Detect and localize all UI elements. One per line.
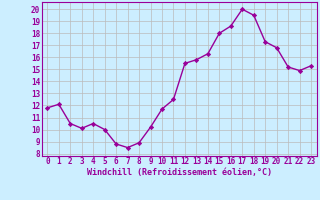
X-axis label: Windchill (Refroidissement éolien,°C): Windchill (Refroidissement éolien,°C) <box>87 168 272 177</box>
